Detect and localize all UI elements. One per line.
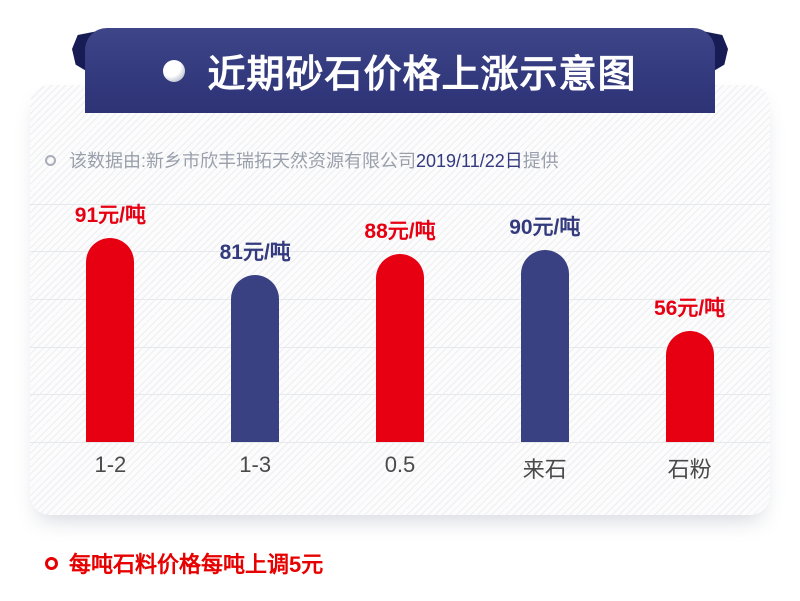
sphere-bullet-icon	[163, 59, 186, 82]
circle-outline-icon	[45, 154, 56, 166]
footer-note-text: 每吨石料价格每吨上调5元	[69, 552, 324, 577]
footer-note: 每吨石料价格每吨上调5元	[45, 547, 323, 579]
bar	[231, 275, 280, 442]
x-axis-label: 1-2	[94, 452, 127, 477]
x-axis-label: 1-3	[239, 452, 272, 477]
gridline	[30, 204, 770, 205]
bar-column: 81元/吨	[183, 236, 328, 442]
data-source-text: 该数据由:新乡市欣丰瑞拓天然资源有限公司2019/11/22日提供	[69, 147, 559, 173]
bar-column: 88元/吨	[328, 215, 473, 442]
title-banner-body: 近期砂石价格上涨示意图	[85, 28, 715, 113]
data-source-prefix: 该数据由:新乡市欣丰瑞拓天然资源有限公司	[69, 151, 416, 171]
bar-chart: 91元/吨 81元/吨 88元/吨 90元/吨 56元/吨 1-2 1-3 0.5 来石 石粉	[30, 85, 770, 515]
page-title: 近期砂石价格上涨示意图	[207, 54, 637, 96]
circle-outline-icon	[45, 556, 58, 570]
data-source-date: 2019/11/22日	[416, 151, 523, 171]
bar-value-label: 81元/吨	[219, 241, 291, 264]
x-axis-label: 来石	[522, 457, 567, 482]
x-axis-label: 石粉	[667, 457, 712, 482]
bars-row: 91元/吨 81元/吨 88元/吨 90元/吨 56元/吨	[38, 199, 762, 442]
gridline	[30, 442, 770, 443]
bar-value-label: 90元/吨	[509, 216, 581, 239]
bar	[665, 331, 714, 442]
bar-value-label: 88元/吨	[364, 220, 436, 243]
data-source-line: 该数据由:新乡市欣丰瑞拓天然资源有限公司2019/11/22日提供	[45, 147, 559, 173]
bar	[375, 254, 424, 442]
gridline	[30, 251, 770, 252]
bar-value-label: 56元/吨	[653, 297, 726, 320]
x-axis-label: 0.5	[384, 452, 416, 477]
title-banner: 近期砂石价格上涨示意图	[72, 28, 728, 113]
bar	[520, 250, 569, 442]
bar-column: 56元/吨	[617, 292, 762, 442]
data-source-suffix: 提供	[522, 151, 559, 171]
bar-value-label: 91元/吨	[74, 204, 146, 227]
bar-column: 91元/吨	[38, 199, 183, 442]
bar-column: 90元/吨	[472, 211, 617, 442]
bar	[86, 238, 135, 442]
x-axis-row: 1-2 1-3 0.5 来石 石粉	[38, 452, 762, 484]
